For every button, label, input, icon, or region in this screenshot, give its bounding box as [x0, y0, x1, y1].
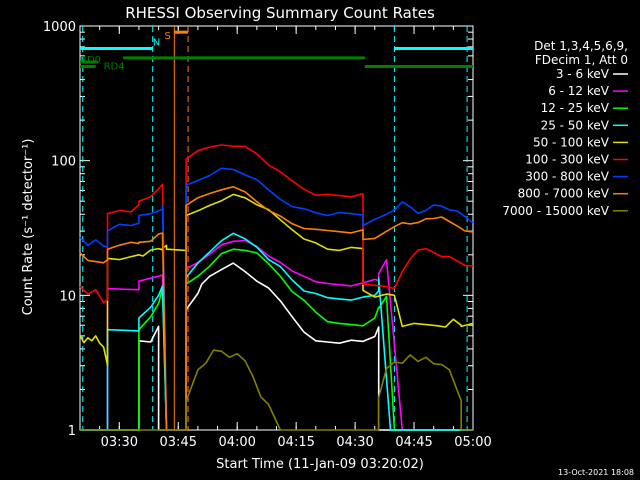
- plot-area: 03:30 03:45 04:00 04:15 04:30 04:45 05:00 1 10 10…: [43, 20, 492, 450]
- x-tick-label-2: 04:00: [218, 435, 255, 450]
- x-tick-label-0: 03:30: [101, 435, 138, 450]
- x-tick-label-5: 04:45: [395, 435, 432, 450]
- chart-title: RHESSI Observing Summary Count Rates: [125, 4, 435, 22]
- x-axis-label: Start Time (11-Jan-09 03:20:02): [216, 457, 424, 472]
- annotation-rd4: RD4: [104, 61, 125, 72]
- legend-label-5: 100 - 300 keV: [525, 153, 609, 167]
- y-tick-label-1: 10: [59, 289, 76, 304]
- legend-header-line-1: Det 1,3,4,5,6,9,: [534, 39, 628, 53]
- series-line-6: [79, 167, 474, 431]
- legend-label-2: 12 - 25 keV: [541, 101, 610, 115]
- x-tick-label-4: 04:30: [336, 435, 373, 450]
- legend-label-8: 7000 - 15000 keV: [502, 204, 609, 218]
- legend-label-7: 800 - 7000 keV: [518, 187, 610, 201]
- series-line-3: [80, 232, 473, 431]
- series-line-8: [80, 349, 473, 431]
- annotation-n: N: [153, 37, 160, 48]
- legend-label-3: 25 - 50 keV: [541, 118, 610, 132]
- legend-header-line-2: FDecim 1, Att 0: [535, 53, 628, 67]
- legend-label-4: 50 - 100 keV: [533, 135, 610, 149]
- y-axis-label: Count Rate (s⁻¹ detector⁻¹): [21, 139, 36, 316]
- legend-label-1: 6 - 12 keV: [548, 84, 610, 98]
- y-tick-label-0: 1: [68, 424, 76, 439]
- legend-label-6: 300 - 800 keV: [525, 170, 609, 184]
- x-tick-label-1: 03:45: [160, 435, 197, 450]
- x-tick-label-3: 04:15: [277, 435, 314, 450]
- y-tick-label-2: 100: [51, 155, 76, 170]
- annotation-rd0: RD0: [80, 55, 101, 66]
- annotation-s: S: [164, 31, 170, 42]
- legend: 3 - 6 keV 6 - 12 keV 12 - 25 keV 25 - 50 ke…: [502, 67, 628, 218]
- y-tick-label-3: 1000: [43, 20, 76, 35]
- series-line-7: [79, 186, 474, 431]
- legend-label-0: 3 - 6 keV: [556, 67, 610, 81]
- timestamp: 13-Oct-2021 18:08: [558, 468, 634, 477]
- x-tick-label-6: 05:00: [454, 435, 491, 450]
- series-line-5: [79, 144, 474, 431]
